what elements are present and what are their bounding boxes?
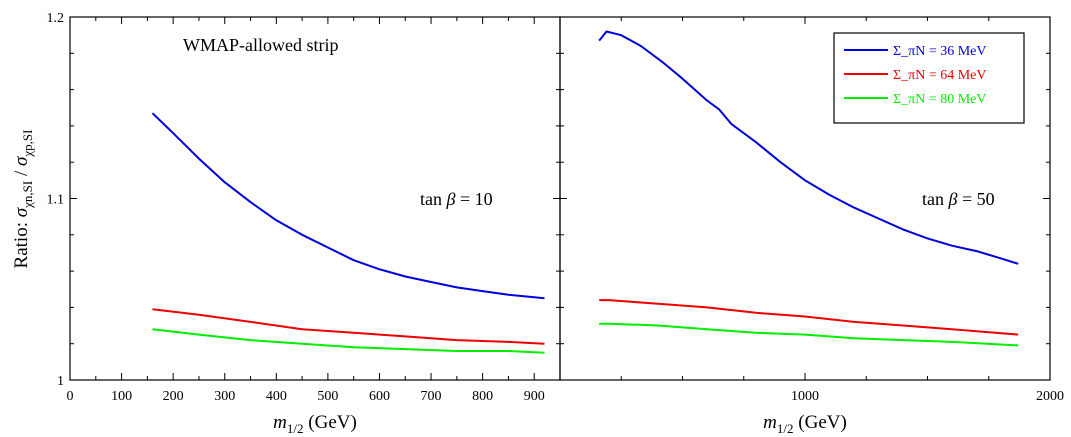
right-series-line-2 (599, 322, 1019, 347)
left-x-tick-label: 600 (369, 389, 390, 404)
left-series-line-0 (151, 112, 545, 300)
left-x-tick-label: 900 (524, 389, 545, 404)
left-x-tick-label: 400 (266, 389, 287, 404)
left-ticks: 0 100 200 300 400 500 600 700 800 900 1 1.1 1.2 (47, 11, 560, 404)
right-series-group (598, 30, 1019, 347)
left-panel: 0 100 200 300 400 500 600 700 800 900 1 1.1 1.2 WMAP… (47, 11, 561, 404)
legend-box (833, 32, 1025, 124)
legend-items: Σ_πN = 36 MeV Σ_πN = 64 MeV Σ_πN = 80 MeV (844, 44, 987, 107)
left-x-tick-label: 700 (421, 389, 442, 404)
right-x-tick-label: 1000 (791, 389, 819, 404)
legend: Σ_πN = 36 MeV Σ_πN = 64 MeV Σ_πN = 80 MeV (833, 32, 1025, 124)
y-tick-label: 1 (57, 374, 64, 389)
y-tick-label: 1.2 (47, 11, 65, 26)
left-x-tick-label: 0 (67, 389, 74, 404)
left-x-tick-label: 100 (111, 389, 132, 404)
annotation-tanbeta-10: tan β = 10 (420, 189, 493, 209)
legend-label-0: Σ_πN = 36 MeV (893, 44, 987, 59)
right-ticks: 1000 2000 (560, 16, 1064, 404)
y-tick-label: 1.1 (47, 193, 65, 208)
legend-label-2: Σ_πN = 80 MeV (893, 92, 987, 107)
x-axis-title-left: m1/2 (GeV) (273, 412, 357, 436)
x-axis-title-right: m1/2 (GeV) (763, 412, 847, 436)
left-series-line-2 (152, 328, 545, 354)
annotation-wmap-strip: WMAP-allowed strip (183, 35, 338, 55)
right-series-line-0 (598, 30, 1019, 265)
right-series-line-1 (599, 299, 1019, 336)
left-x-tick-label: 200 (163, 389, 184, 404)
annotation-tanbeta-50: tan β = 50 (922, 189, 995, 209)
left-series-line-1 (152, 308, 545, 345)
left-series-group (151, 112, 545, 354)
legend-label-1: Σ_πN = 64 MeV (893, 68, 987, 83)
left-x-tick-label: 800 (472, 389, 493, 404)
left-x-tick-label: 500 (317, 389, 338, 404)
left-x-tick-label: 300 (214, 389, 235, 404)
right-x-tick-label: 2000 (1036, 389, 1064, 404)
